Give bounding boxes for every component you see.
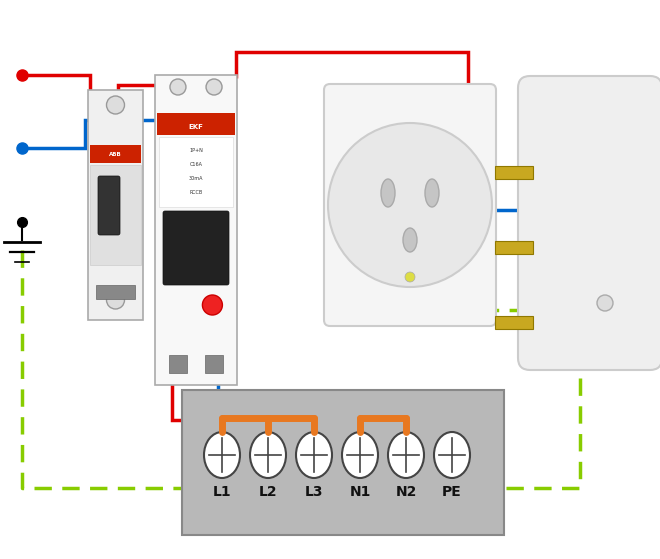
FancyBboxPatch shape bbox=[324, 84, 496, 326]
FancyBboxPatch shape bbox=[155, 75, 237, 385]
Circle shape bbox=[106, 96, 125, 114]
FancyBboxPatch shape bbox=[182, 390, 504, 535]
Bar bbox=[495, 166, 533, 179]
Ellipse shape bbox=[403, 228, 417, 252]
Text: L1: L1 bbox=[213, 485, 231, 499]
Circle shape bbox=[328, 123, 492, 287]
Ellipse shape bbox=[250, 432, 286, 478]
Bar bbox=[157, 113, 235, 135]
Text: EKF: EKF bbox=[189, 124, 203, 130]
Text: N1: N1 bbox=[349, 485, 371, 499]
Ellipse shape bbox=[434, 432, 470, 478]
Circle shape bbox=[170, 79, 186, 95]
Circle shape bbox=[203, 295, 222, 315]
Ellipse shape bbox=[204, 432, 240, 478]
Circle shape bbox=[597, 295, 613, 311]
Text: N2: N2 bbox=[395, 485, 416, 499]
Circle shape bbox=[405, 272, 415, 282]
Text: RCCB: RCCB bbox=[189, 190, 203, 195]
FancyBboxPatch shape bbox=[98, 176, 120, 235]
Text: L3: L3 bbox=[305, 485, 323, 499]
Bar bbox=[169, 355, 187, 373]
FancyBboxPatch shape bbox=[518, 76, 660, 370]
Bar bbox=[495, 316, 533, 329]
Circle shape bbox=[106, 291, 125, 309]
Ellipse shape bbox=[296, 432, 332, 478]
Text: C16A: C16A bbox=[189, 162, 203, 167]
Ellipse shape bbox=[388, 432, 424, 478]
Bar bbox=[495, 241, 533, 254]
FancyBboxPatch shape bbox=[88, 90, 143, 320]
Bar bbox=[96, 285, 135, 299]
Text: PE: PE bbox=[442, 485, 462, 499]
FancyBboxPatch shape bbox=[163, 211, 229, 285]
Bar bbox=[159, 137, 233, 207]
Text: 30mA: 30mA bbox=[189, 176, 203, 181]
Circle shape bbox=[206, 79, 222, 95]
Ellipse shape bbox=[425, 179, 439, 207]
Ellipse shape bbox=[342, 432, 378, 478]
Bar bbox=[90, 165, 141, 265]
Text: ABB: ABB bbox=[109, 153, 122, 158]
Bar bbox=[90, 145, 141, 163]
Text: L2: L2 bbox=[259, 485, 277, 499]
Ellipse shape bbox=[381, 179, 395, 207]
Bar bbox=[205, 355, 223, 373]
Text: 1P+N: 1P+N bbox=[189, 148, 203, 153]
FancyBboxPatch shape bbox=[637, 185, 660, 261]
